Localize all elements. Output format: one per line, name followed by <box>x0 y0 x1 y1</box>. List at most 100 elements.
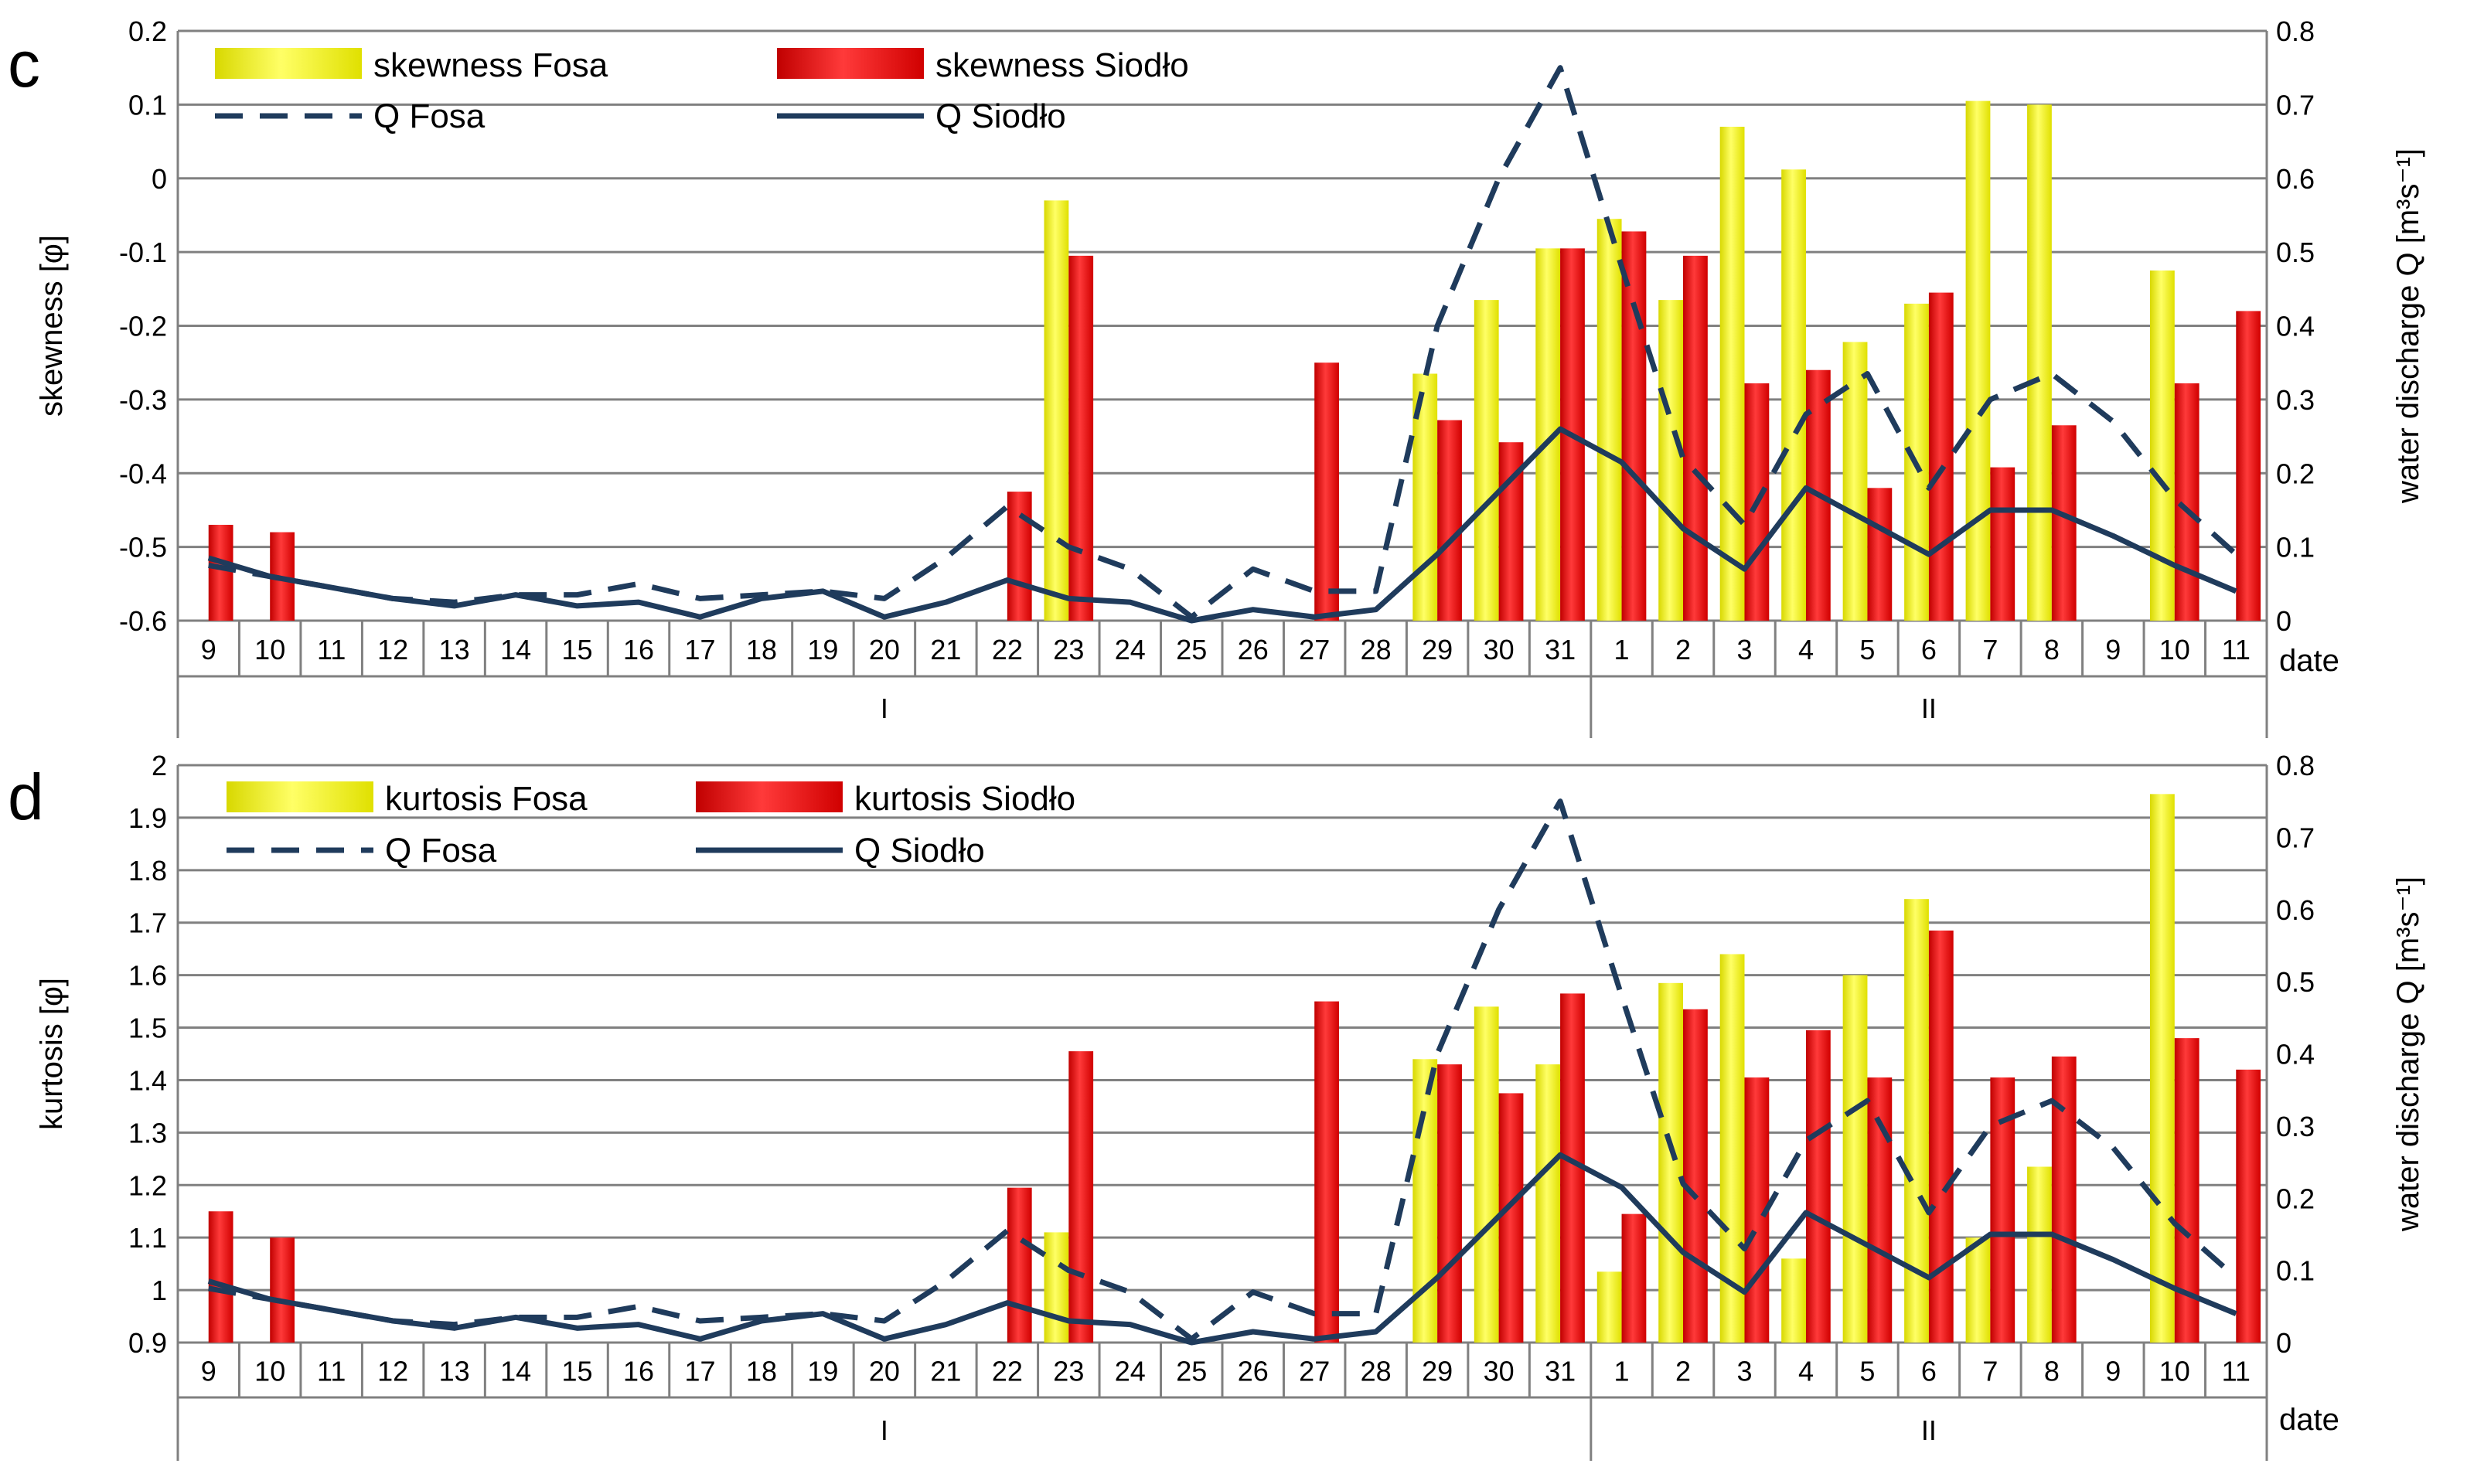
bar-fosa <box>2150 270 2175 621</box>
x-tick-label: 11 <box>2222 634 2251 665</box>
bar-siodlo <box>2174 383 2200 621</box>
y2-tick-label: 0.6 <box>2276 163 2315 195</box>
x-tick-label: 15 <box>562 1356 593 1387</box>
x-tick-label: 9 <box>201 1356 216 1387</box>
bar-siodlo <box>1928 292 1954 621</box>
bar-siodlo <box>1007 1187 1032 1343</box>
y-tick-label: 0.1 <box>128 89 167 121</box>
x-tick-label: 14 <box>500 634 531 665</box>
line-q-siodlo <box>207 426 2237 624</box>
x-tick-label: 2 <box>1675 634 1691 665</box>
x-tick-label: 1 <box>1614 1356 1630 1387</box>
y-tick-label: 0 <box>152 163 167 195</box>
bar-siodlo <box>1314 362 1339 621</box>
y2-tick-label: 0.1 <box>2276 1255 2315 1287</box>
bar-siodlo <box>1867 488 1893 621</box>
x-tick-label: 26 <box>1238 1356 1269 1387</box>
x-tick-label: 19 <box>807 1356 838 1387</box>
x-tick-label: 13 <box>439 1356 470 1387</box>
bar-siodlo <box>1007 492 1032 621</box>
x-tick-label: 8 <box>2044 634 2060 665</box>
y2-tick-label: 0.4 <box>2276 1039 2315 1070</box>
x-tick-label: 10 <box>2159 634 2190 665</box>
y-axis-label: skewness [φ] <box>35 235 69 417</box>
month-label: I <box>881 1414 888 1446</box>
line-q-fosa <box>208 798 2238 1342</box>
x-tick-label: 4 <box>1798 1356 1814 1387</box>
x-tick-label: 16 <box>623 1356 654 1387</box>
bar-fosa <box>1781 1258 1806 1343</box>
x-tick-label: 17 <box>684 634 715 665</box>
y-tick-label: -0.6 <box>119 605 167 637</box>
x-tick-label: 11 <box>2222 1356 2251 1387</box>
x-tick-label: 24 <box>1115 634 1146 665</box>
line-q-fosa <box>208 65 2238 620</box>
x-tick-label: 29 <box>1422 1356 1453 1387</box>
x-tick-label: 12 <box>377 634 408 665</box>
bar-fosa <box>1474 1006 1499 1343</box>
bar-fosa <box>2150 794 2175 1343</box>
bar-siodlo <box>270 1237 295 1343</box>
x-tick-label: 31 <box>1545 1356 1576 1387</box>
y-tick-label: -0.2 <box>119 311 167 342</box>
x-tick-label: 27 <box>1299 634 1330 665</box>
x-tick-label: 20 <box>869 634 900 665</box>
bar-siodlo <box>1068 1051 1094 1343</box>
y2-tick-label: 0.8 <box>2276 750 2315 781</box>
legend-label: kurtosis Siodło <box>854 780 1075 818</box>
legend-label: skewness Siodło <box>935 46 1189 84</box>
y2-tick-label: 0.5 <box>2276 966 2315 998</box>
x-tick-label: 31 <box>1545 634 1576 665</box>
bar-fosa <box>2027 1166 2052 1343</box>
bar-siodlo <box>1805 1030 1831 1343</box>
x-tick-label: 1 <box>1614 634 1630 665</box>
bar-siodlo <box>1683 255 1708 621</box>
x-tick-label: 28 <box>1361 1356 1392 1387</box>
bar-siodlo <box>1928 930 1954 1343</box>
y2-axis-label: water discharge Q [m³s⁻¹] <box>2391 876 2425 1232</box>
x-tick-label: 21 <box>930 1356 961 1387</box>
x-tick-label: 5 <box>1859 1356 1875 1387</box>
y2-tick-label: 0.7 <box>2276 822 2315 853</box>
x-tick-label: 26 <box>1238 634 1269 665</box>
y-tick-label: 1.6 <box>128 960 167 992</box>
x-tick-label: 8 <box>2044 1356 2060 1387</box>
x-tick-label: 23 <box>1053 634 1084 665</box>
bar-siodlo <box>1068 255 1094 621</box>
y-tick-label: 1.2 <box>128 1169 167 1201</box>
legend: skewness Fosa Q Fosa skewness Siodło Q Siod… <box>215 46 1189 135</box>
month-label: I <box>881 693 888 724</box>
bar-siodlo <box>1990 467 2016 621</box>
y-tick-label: 1.4 <box>128 1064 167 1096</box>
bar-fosa <box>1965 100 1991 621</box>
bar-siodlo <box>1437 1064 1462 1343</box>
y2-tick-label: 0.3 <box>2276 1111 2315 1142</box>
chart-panel-d: 2 1.9 1.8 1.7 1.6 1.5 1.4 1.3 1.2 1.1 1 0.9 0.8 0.7 0.… <box>8 750 2425 1461</box>
y-tick-label: 1.1 <box>128 1222 167 1254</box>
y2-tick-label: 0.2 <box>2276 1183 2315 1214</box>
bar-fosa <box>1965 1237 1991 1343</box>
legend-swatch-bar <box>227 781 373 812</box>
x-tick-label: 4 <box>1798 634 1814 665</box>
x-tick-label: 10 <box>2159 1356 2190 1387</box>
x-tick-label: 3 <box>1736 1356 1752 1387</box>
y-tick-label: 1.7 <box>128 907 167 939</box>
bar-siodlo <box>1498 1093 1524 1343</box>
y2-tick-label: 0.2 <box>2276 458 2315 489</box>
x-axis-label: date <box>2279 644 2339 678</box>
x-tick-label: 3 <box>1736 634 1752 665</box>
bar-siodlo <box>2236 1069 2261 1343</box>
legend-swatch-bar <box>696 781 843 812</box>
chart-panel-c: 0.2 0.1 0 -0.1 -0.2 -0.3 -0.4 -0.5 -0.6 0.8 0.7 0.6… <box>8 15 2425 738</box>
bar-siodlo <box>2236 311 2261 621</box>
y2-axis-label: water discharge Q [m³s⁻¹] <box>2391 148 2425 504</box>
y-tick-label: 0.9 <box>128 1327 167 1359</box>
bar-fosa <box>2027 104 2052 621</box>
y2-tick-label: 0.1 <box>2276 532 2315 563</box>
y2-tick-label: 0.3 <box>2276 384 2315 416</box>
y-axis-label: kurtosis [φ] <box>35 978 69 1130</box>
x-tick-label: 28 <box>1361 634 1392 665</box>
y-tick-label: 1.9 <box>128 802 167 834</box>
panel-letter: c <box>8 28 40 100</box>
